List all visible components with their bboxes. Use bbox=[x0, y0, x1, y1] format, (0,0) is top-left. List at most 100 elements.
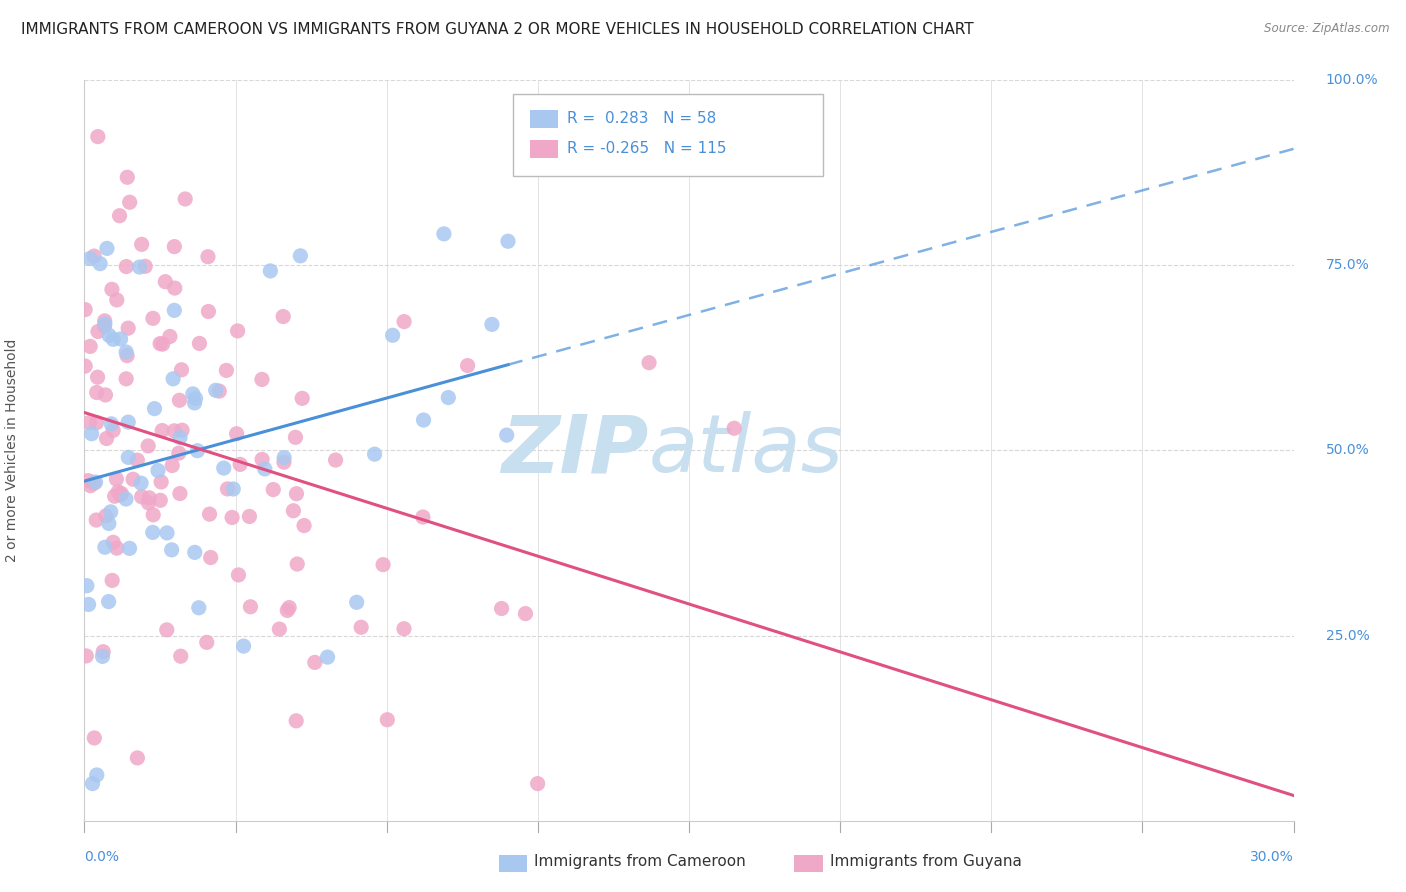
Point bbox=[101, 574, 124, 588]
Point bbox=[149, 336, 172, 351]
Point bbox=[94, 388, 117, 402]
Point bbox=[84, 513, 107, 527]
Point bbox=[101, 424, 124, 438]
Text: 100.0%: 100.0% bbox=[1326, 73, 1378, 87]
Point bbox=[169, 393, 191, 408]
Point bbox=[96, 241, 118, 255]
Point bbox=[155, 275, 177, 289]
Text: 30.0%: 30.0% bbox=[1250, 850, 1294, 864]
Point bbox=[285, 714, 308, 728]
Point bbox=[163, 303, 186, 318]
Point bbox=[232, 639, 254, 653]
Point bbox=[93, 314, 115, 328]
Point bbox=[103, 332, 125, 346]
Point bbox=[108, 209, 131, 223]
Point bbox=[80, 426, 103, 441]
Point bbox=[167, 446, 190, 460]
Point bbox=[105, 293, 128, 307]
Text: atlas: atlas bbox=[648, 411, 844, 490]
Point bbox=[197, 250, 219, 264]
Point bbox=[200, 550, 222, 565]
Point bbox=[239, 599, 262, 614]
Point bbox=[515, 607, 537, 621]
Point bbox=[226, 324, 249, 338]
Point bbox=[86, 416, 108, 430]
Point bbox=[83, 249, 105, 263]
Text: 0.0%: 0.0% bbox=[84, 850, 120, 864]
Point bbox=[204, 384, 226, 398]
Point bbox=[75, 359, 97, 373]
Point bbox=[142, 508, 165, 522]
Point bbox=[83, 476, 105, 491]
Point bbox=[392, 622, 415, 636]
Point bbox=[253, 462, 276, 476]
Point bbox=[170, 363, 193, 377]
Point bbox=[186, 443, 208, 458]
Point bbox=[115, 345, 138, 359]
Point bbox=[131, 490, 153, 504]
Point bbox=[129, 476, 152, 491]
Point bbox=[285, 557, 308, 571]
Point bbox=[136, 439, 159, 453]
Point bbox=[229, 458, 252, 472]
Point bbox=[269, 622, 291, 636]
Point bbox=[87, 325, 110, 339]
Point bbox=[91, 649, 114, 664]
Point bbox=[160, 542, 183, 557]
Point bbox=[117, 415, 139, 429]
Point bbox=[79, 339, 101, 353]
Point bbox=[250, 452, 273, 467]
Point bbox=[170, 649, 193, 664]
Point bbox=[181, 387, 204, 401]
Text: Immigrants from Cameroon: Immigrants from Cameroon bbox=[534, 855, 747, 869]
Point bbox=[91, 645, 114, 659]
Point bbox=[110, 332, 132, 346]
Point bbox=[437, 391, 460, 405]
Point bbox=[93, 319, 115, 334]
Text: 75.0%: 75.0% bbox=[1326, 259, 1369, 272]
Point bbox=[100, 505, 122, 519]
Point bbox=[101, 282, 124, 296]
Text: R = -0.265   N = 115: R = -0.265 N = 115 bbox=[567, 142, 725, 156]
Point bbox=[142, 525, 165, 540]
Point bbox=[104, 489, 127, 503]
Point bbox=[262, 483, 284, 497]
Point bbox=[146, 463, 169, 477]
Point bbox=[273, 450, 295, 465]
Point bbox=[184, 545, 207, 559]
Point bbox=[316, 650, 339, 665]
Point bbox=[187, 600, 209, 615]
Point bbox=[284, 430, 307, 444]
Point bbox=[412, 510, 434, 524]
Point bbox=[188, 336, 211, 351]
Point bbox=[392, 315, 415, 329]
Point bbox=[83, 731, 105, 745]
Point bbox=[115, 372, 138, 386]
Point bbox=[285, 486, 308, 500]
Point bbox=[198, 507, 221, 521]
Point bbox=[138, 496, 160, 510]
Point bbox=[98, 328, 121, 343]
Point bbox=[638, 356, 661, 370]
Point bbox=[86, 385, 108, 400]
Point bbox=[122, 472, 145, 486]
Point bbox=[75, 648, 97, 663]
Point bbox=[127, 453, 149, 467]
Point bbox=[75, 302, 97, 317]
Point bbox=[278, 600, 301, 615]
Point bbox=[118, 195, 141, 210]
Point bbox=[76, 579, 98, 593]
Point bbox=[117, 321, 139, 335]
Point bbox=[291, 392, 314, 406]
Point bbox=[304, 656, 326, 670]
Point bbox=[526, 776, 548, 791]
Point bbox=[457, 359, 479, 373]
Point bbox=[150, 475, 173, 489]
Point bbox=[221, 510, 243, 524]
Point bbox=[208, 384, 231, 398]
Point bbox=[117, 450, 139, 465]
Point bbox=[381, 328, 404, 343]
Point bbox=[107, 484, 129, 499]
Point bbox=[283, 504, 305, 518]
Point bbox=[162, 372, 184, 386]
